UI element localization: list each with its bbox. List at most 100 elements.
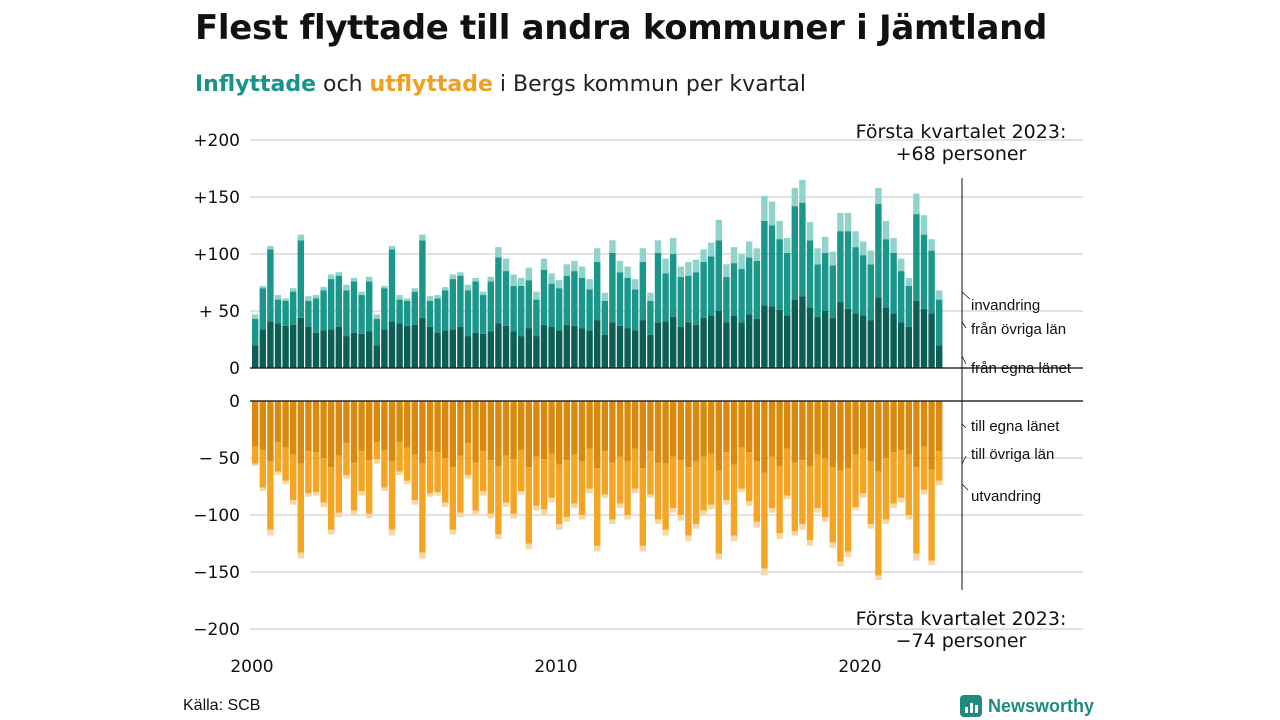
bar-immigration [822, 236, 829, 253]
bar-to-own-county [252, 401, 259, 447]
bar-from-own-county [388, 321, 396, 368]
bar-immigration [252, 314, 259, 319]
bar-immigration [662, 258, 669, 274]
bar-immigration [746, 241, 753, 258]
bar-to-other-counties [442, 458, 449, 503]
bar-from-other-counties [464, 290, 472, 337]
bar-from-own-county [282, 325, 289, 368]
bar-to-other-counties [358, 451, 365, 492]
bar-to-other-counties [548, 453, 555, 498]
bar-emigration [350, 510, 358, 515]
bar-to-other-counties [571, 454, 578, 504]
bar-to-own-county [556, 401, 563, 465]
bar-from-other-counties [898, 271, 905, 323]
bar-to-other-counties [609, 462, 616, 520]
bar-immigration [510, 274, 517, 286]
bar-from-other-counties [647, 300, 654, 335]
bar-emigration [898, 497, 905, 503]
bar-immigration [282, 298, 289, 301]
lower-y-tick-label: −200 [193, 620, 240, 640]
bar-from-other-counties [715, 240, 722, 311]
bar-to-other-counties [556, 464, 563, 525]
bar-from-other-counties [654, 252, 662, 323]
bar-immigration [639, 248, 646, 262]
bar-from-own-county [556, 330, 563, 368]
bar-immigration [647, 292, 654, 301]
bar-emigration [882, 519, 890, 525]
bar-emigration [586, 488, 593, 494]
bar-from-own-county [328, 329, 335, 368]
bar-to-own-county [609, 401, 616, 463]
bar-from-own-county [594, 320, 601, 368]
bar-from-other-counties [685, 275, 692, 323]
bar-to-own-county [875, 401, 882, 472]
upper-y-tick-label: +150 [193, 188, 240, 208]
bar-from-own-county [867, 320, 874, 368]
bar-from-own-county [875, 297, 882, 368]
bar-from-other-counties [419, 240, 426, 318]
bar-immigration [715, 219, 722, 241]
bar-emigration [480, 491, 487, 496]
bar-to-other-counties [920, 446, 928, 490]
bar-to-other-counties [449, 467, 456, 530]
bar-to-own-county [768, 401, 776, 457]
bar-to-other-counties [913, 467, 920, 554]
bar-from-other-counties [312, 298, 320, 333]
bar-from-own-county [768, 306, 776, 368]
bar-to-own-county [708, 401, 715, 454]
bar-to-other-counties [829, 467, 836, 543]
bar-to-other-counties [753, 461, 760, 522]
bar-emigration [358, 491, 365, 496]
bar-emigration [426, 493, 434, 497]
bar-from-other-counties [457, 275, 464, 327]
bar-from-other-counties [662, 273, 669, 322]
bar-from-other-counties [920, 234, 928, 309]
bar-to-own-county [578, 401, 586, 462]
bar-emigration [890, 503, 897, 509]
bar-to-own-county [563, 401, 570, 461]
bar-from-other-counties [495, 257, 502, 324]
upper-y-tick-label: + 50 [199, 302, 240, 322]
bar-emigration [670, 508, 677, 513]
bar-from-own-county [533, 336, 540, 368]
bar-immigration [563, 264, 570, 276]
upper-y-tick-label: 0 [229, 359, 240, 379]
bar-to-own-county [715, 401, 722, 471]
bar-immigration [404, 298, 411, 301]
bar-to-other-counties [290, 454, 297, 501]
bar-to-other-counties [510, 459, 517, 514]
bar-emigration [259, 487, 266, 492]
bar-to-own-county [647, 401, 654, 452]
bar-to-other-counties [670, 456, 677, 509]
bar-chart-logo-icon [960, 695, 982, 717]
bar-immigration [616, 260, 624, 273]
bar-to-own-county [464, 401, 472, 444]
bar-emigration [495, 534, 502, 539]
bar-immigration [388, 246, 396, 250]
upper-series-leader [961, 355, 967, 365]
bar-from-own-county [381, 329, 388, 368]
lower-series-leader [961, 455, 967, 465]
bar-to-other-counties [267, 461, 274, 530]
bar-emigration [928, 560, 935, 566]
bar-to-own-county [343, 401, 350, 444]
bar-from-other-counties [822, 252, 829, 311]
bar-emigration [556, 524, 563, 530]
bar-emigration [936, 480, 943, 486]
bar-emigration [396, 471, 403, 476]
bar-from-other-counties [784, 252, 791, 316]
bar-emigration [343, 475, 350, 479]
bar-to-own-county [297, 401, 304, 464]
bar-emigration [472, 510, 479, 515]
bar-from-other-counties [639, 261, 646, 321]
bar-from-other-counties [525, 280, 532, 329]
bar-emigration [434, 492, 441, 496]
bar-from-other-counties [396, 299, 403, 324]
chart-title: Flest flyttade till andra kommuner i Jäm… [195, 8, 1048, 48]
subtitle-out-word: utflyttade [369, 72, 493, 97]
bar-from-own-county [540, 324, 548, 368]
bar-from-other-counties [274, 299, 282, 324]
bar-from-own-county [472, 332, 479, 368]
bar-immigration [905, 277, 912, 286]
lower-annotation-line1: Första kvartalet 2023: [856, 608, 1067, 630]
